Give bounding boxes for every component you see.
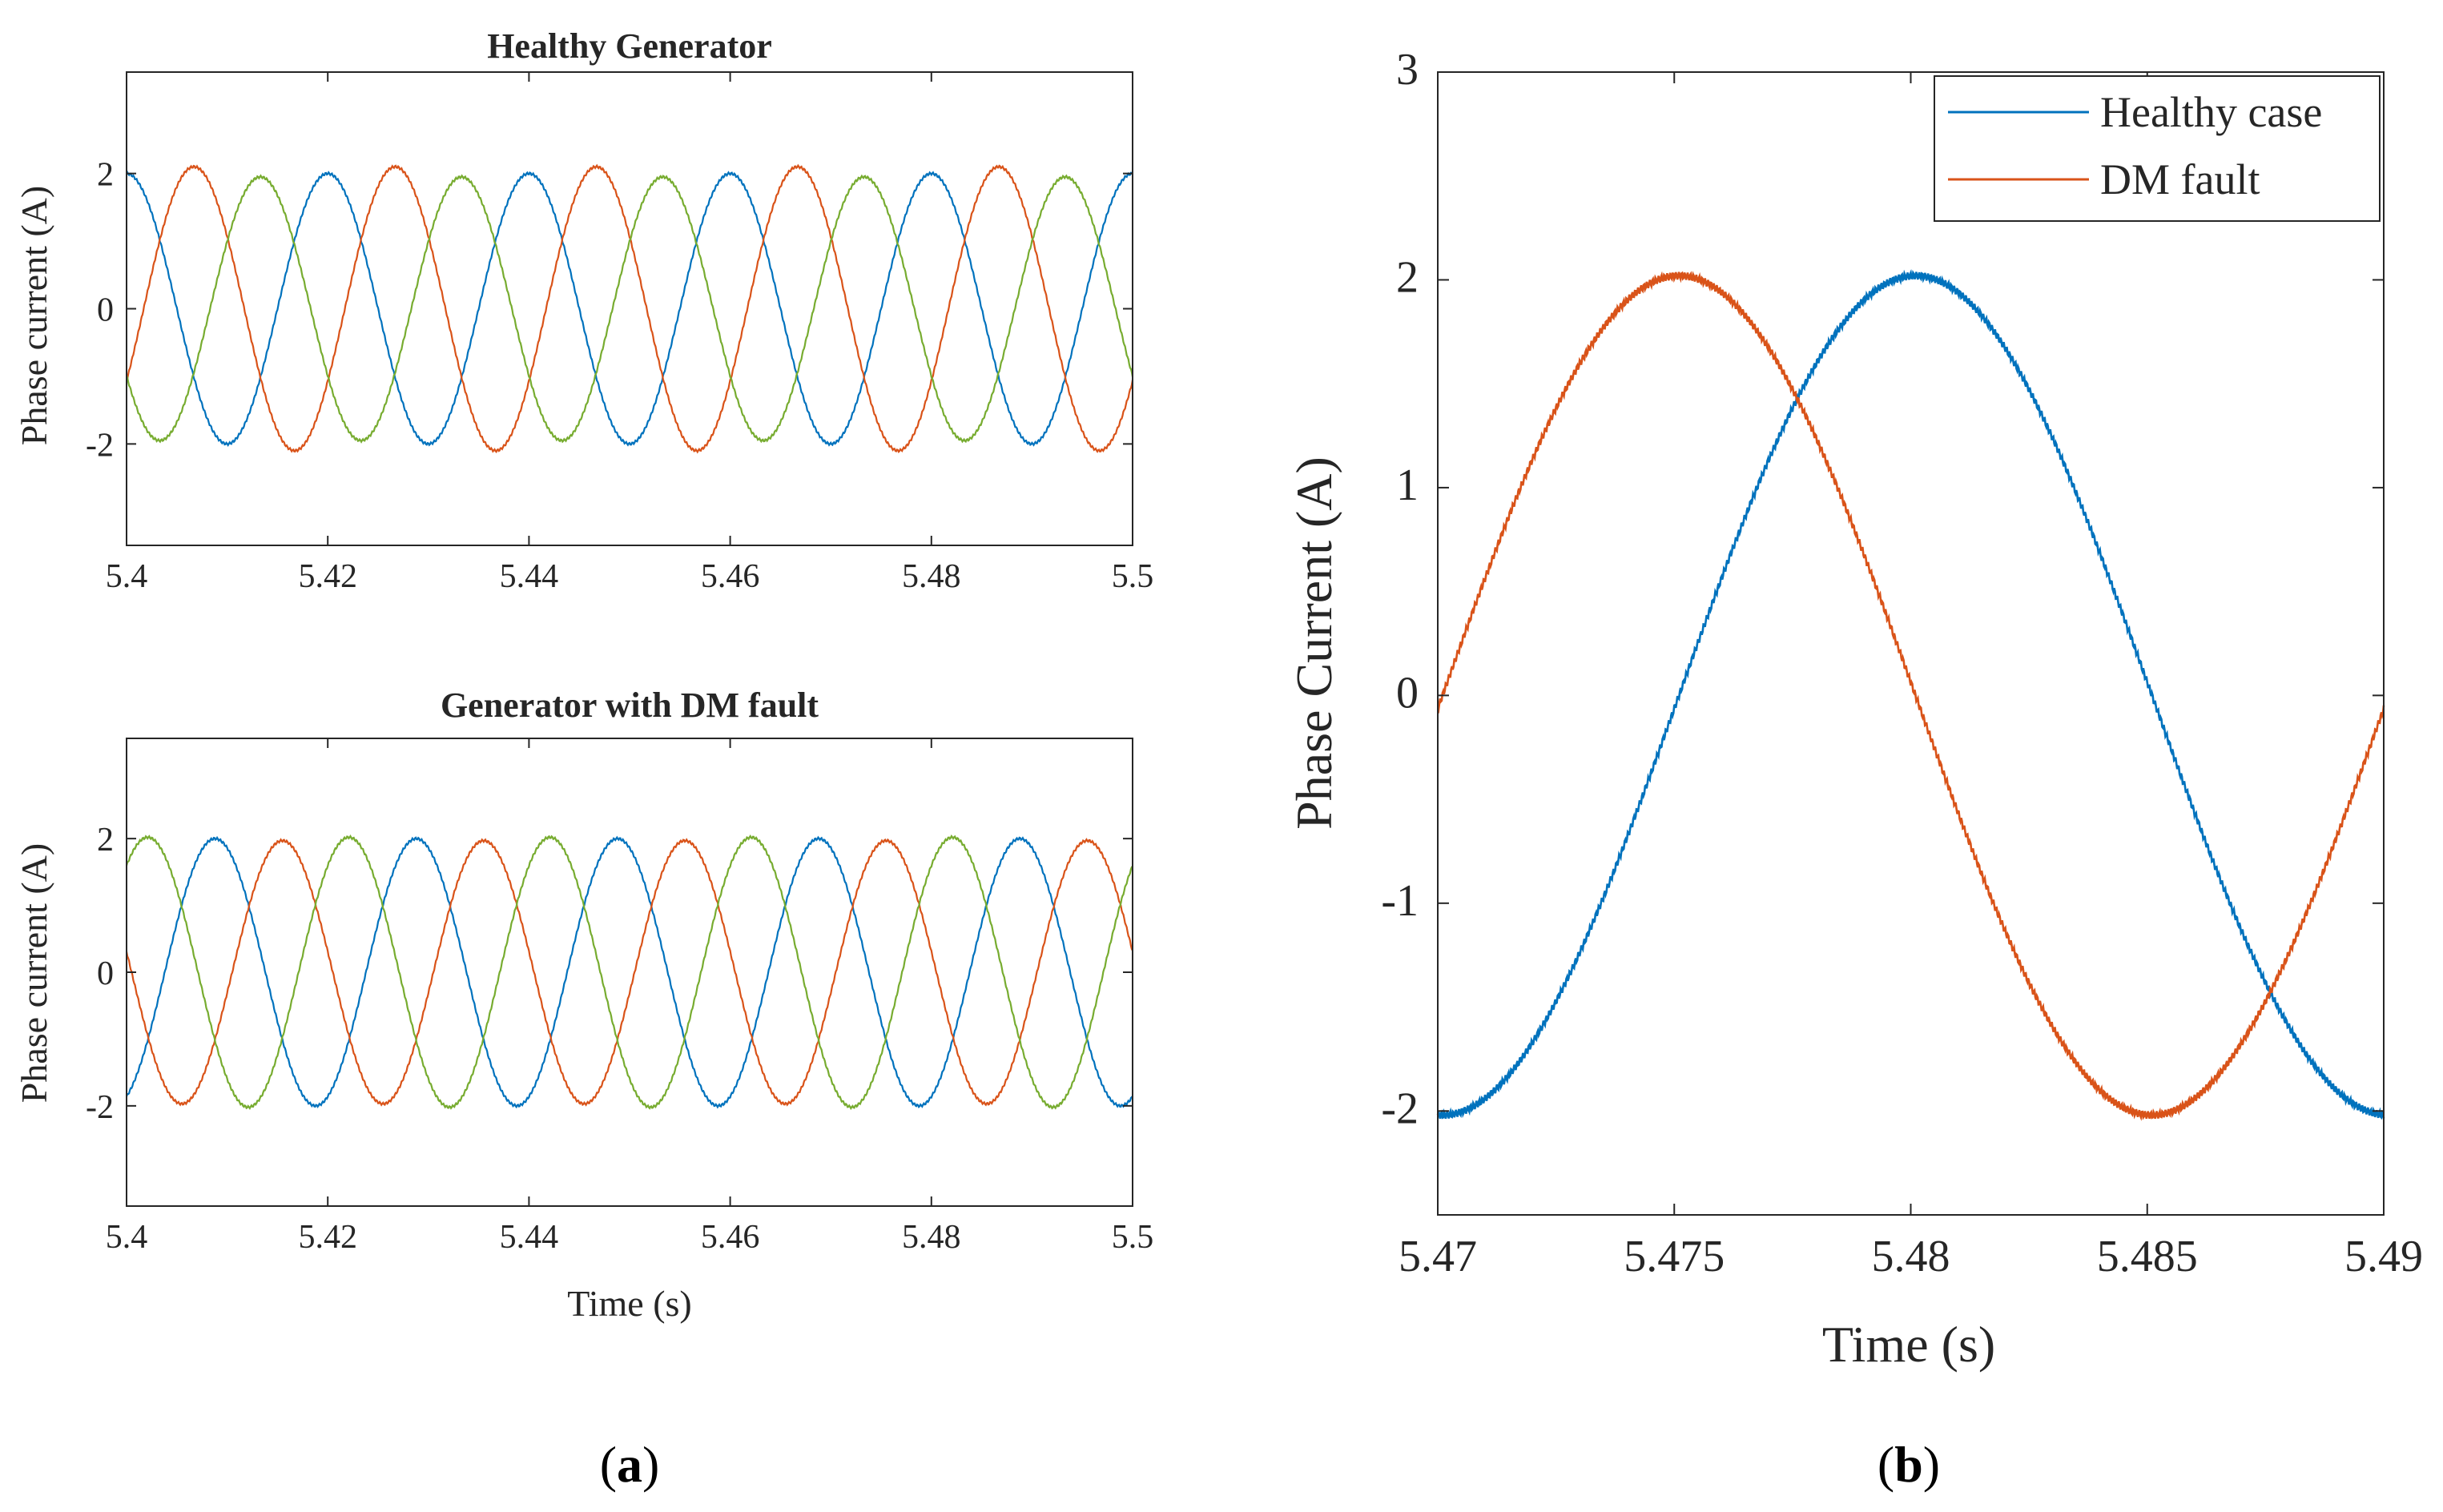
y-tick-label: 0 — [97, 955, 114, 992]
chart-generator-dm-fault: Generator with DM fault Phase current (A… — [14, 686, 1153, 1324]
x-tick-label: 5.44 — [500, 1219, 559, 1256]
x-tick-label: 5.44 — [500, 558, 559, 595]
x-tick-label: 5.485 — [2097, 1232, 2198, 1281]
legend-label-healthy: Healthy case — [2100, 88, 2322, 136]
svg-text:(b): (b) — [1878, 1436, 1940, 1493]
panel-caption-b: (b) — [1878, 1436, 1940, 1493]
x-tick-label: 5.48 — [902, 558, 961, 595]
panel-caption-a: (a) — [600, 1436, 660, 1493]
y-tick-label: -1 — [1381, 876, 1419, 926]
series-line-healthy-case — [1436, 268, 2385, 1120]
plot-frame — [126, 738, 1133, 1207]
x-axis-label: Time (s) — [1822, 1316, 1995, 1373]
y-tick-label: 1 — [1396, 460, 1419, 510]
x-tick-label: 5.48 — [902, 1219, 961, 1256]
y-tick-label: 0 — [97, 292, 114, 329]
y-axis-label: Phase current (A) — [14, 843, 54, 1103]
y-tick-label: 3 — [1396, 45, 1419, 94]
y-tick-label: 2 — [1396, 252, 1419, 302]
panel-letter-a: a — [617, 1436, 642, 1493]
x-tick-label: 5.49 — [2344, 1232, 2423, 1281]
series-line-phase-b — [125, 838, 1133, 1107]
series-line-dm-fault — [1436, 271, 2385, 1121]
series-line-phase-b — [125, 163, 1134, 454]
x-tick-label: 5.47 — [1399, 1232, 1477, 1281]
x-tick-label: 5.5 — [1112, 1219, 1154, 1256]
y-tick-label: 2 — [97, 822, 114, 859]
x-tick-label: 5.46 — [701, 1219, 760, 1256]
series-line-phase-c — [125, 834, 1133, 1111]
x-tick-label: 5.475 — [1624, 1232, 1725, 1281]
y-tick-label: 0 — [1396, 668, 1419, 718]
legend: Healthy case DM fault — [1934, 75, 2381, 222]
x-axis-label: Time (s) — [567, 1283, 692, 1324]
x-tick-label: 5.42 — [298, 558, 357, 595]
chart-phase-current-comparison: Phase Current (A) Time (s) 5.47 5.475 5.48… — [1286, 45, 2423, 1373]
y-axis-label: Phase Current (A) — [1286, 456, 1342, 830]
series-line-phase-c — [126, 174, 1134, 444]
chart-healthy-generator: Healthy Generator Phase current (A) 5.4 5… — [14, 26, 1153, 595]
y-tick-label: -2 — [86, 427, 114, 464]
x-tick-label: 5.42 — [298, 1219, 357, 1256]
y-tick-label: 2 — [97, 157, 114, 194]
y-tick-label: -2 — [1381, 1084, 1419, 1133]
series-line-phase-a — [126, 171, 1133, 447]
legend-box — [1934, 75, 2381, 222]
chart-title: Healthy Generator — [487, 26, 772, 66]
y-axis-label: Phase current (A) — [14, 186, 54, 445]
x-tick-label: 5.4 — [106, 1219, 148, 1256]
x-tick-label: 5.5 — [1112, 558, 1154, 595]
svg-text:(a): (a) — [600, 1436, 660, 1493]
chart-title: Generator with DM fault — [441, 686, 819, 725]
x-tick-label: 5.46 — [701, 558, 760, 595]
panel-letter-b: b — [1894, 1436, 1923, 1493]
x-tick-label: 5.4 — [106, 558, 148, 595]
legend-label-dm-fault: DM fault — [2100, 155, 2260, 203]
x-tick-label: 5.48 — [1872, 1232, 1950, 1281]
y-tick-label: -2 — [86, 1089, 114, 1126]
series-line-phase-a — [125, 835, 1133, 1109]
